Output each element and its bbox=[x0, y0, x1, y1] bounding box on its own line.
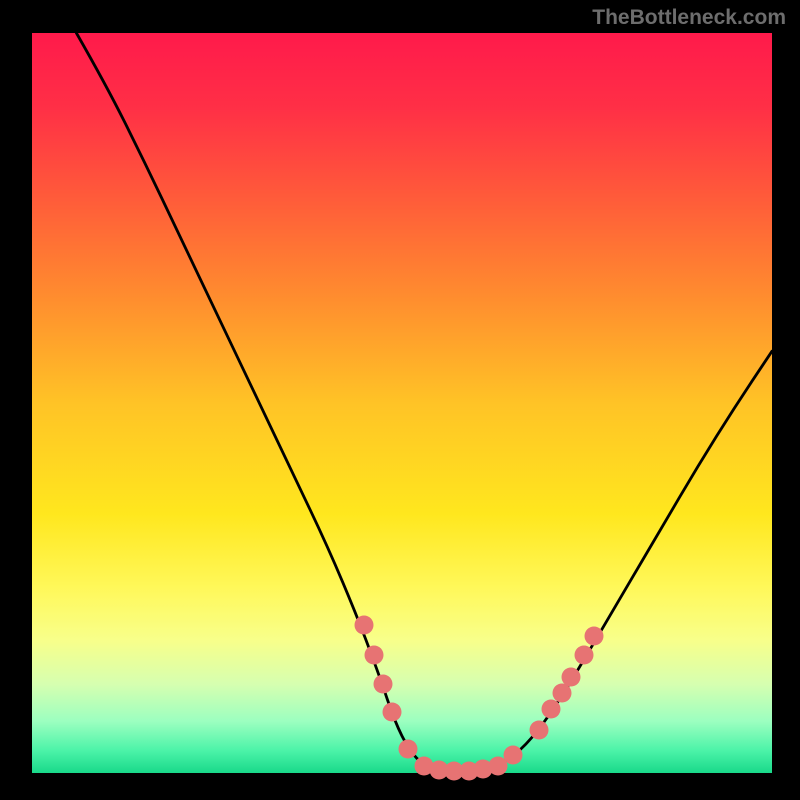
data-point bbox=[552, 684, 571, 703]
data-point bbox=[575, 645, 594, 664]
data-point bbox=[382, 703, 401, 722]
data-point bbox=[529, 721, 548, 740]
data-point bbox=[504, 746, 523, 765]
dots-layer bbox=[32, 33, 772, 773]
data-point bbox=[542, 700, 561, 719]
data-point bbox=[373, 675, 392, 694]
data-point bbox=[354, 616, 373, 635]
data-point bbox=[561, 667, 580, 686]
plot-area bbox=[32, 33, 772, 773]
data-point bbox=[364, 645, 383, 664]
watermark-text: TheBottleneck.com bbox=[592, 6, 786, 30]
data-point bbox=[398, 740, 417, 759]
data-point bbox=[585, 627, 604, 646]
